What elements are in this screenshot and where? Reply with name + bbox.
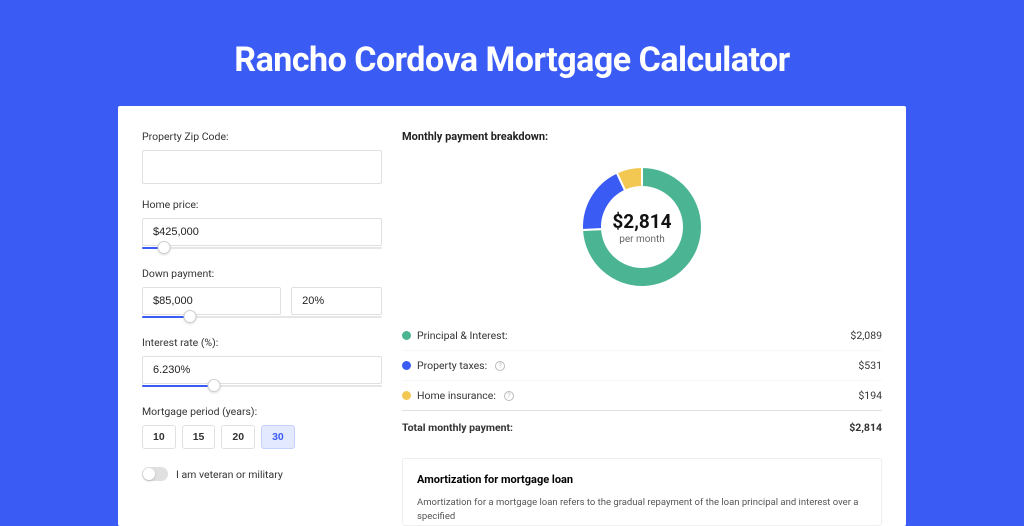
- amortization-card: Amortization for mortgage loan Amortizat…: [402, 458, 882, 526]
- slider-thumb[interactable]: [157, 241, 170, 254]
- home-price-field-group: Home price:: [142, 198, 382, 253]
- breakdown-label: Principal & Interest:: [417, 329, 508, 342]
- slider-thumb[interactable]: [208, 379, 221, 392]
- period-btn-30[interactable]: 30: [261, 425, 295, 449]
- period-field-group: Mortgage period (years): 10152030: [142, 405, 382, 449]
- veteran-row: I am veteran or military: [142, 467, 382, 481]
- interest-input[interactable]: [142, 356, 382, 384]
- period-button-group: 10152030: [142, 425, 382, 449]
- down-payment-label: Down payment:: [142, 267, 382, 280]
- calculator-card: Property Zip Code: Home price: Down paym…: [118, 106, 906, 526]
- down-payment-field-group: Down payment:: [142, 267, 382, 322]
- breakdown-row: Home insurance:? $194: [402, 380, 882, 410]
- info-icon[interactable]: ?: [504, 391, 514, 401]
- breakdown-label: Home insurance:: [417, 389, 496, 402]
- amortization-title: Amortization for mortgage loan: [417, 473, 867, 486]
- slider-thumb[interactable]: [184, 310, 197, 323]
- zip-label: Property Zip Code:: [142, 130, 382, 143]
- breakdown-value: $531: [858, 359, 882, 372]
- donut-chart: $2,814 per month: [402, 157, 882, 297]
- legend-dot: [402, 331, 411, 340]
- zip-field-group: Property Zip Code:: [142, 130, 382, 184]
- total-label: Total monthly payment:: [402, 421, 513, 434]
- interest-label: Interest rate (%):: [142, 336, 382, 349]
- legend-dot: [402, 391, 411, 400]
- period-btn-20[interactable]: 20: [221, 425, 255, 449]
- breakdown-value: $2,089: [850, 329, 882, 342]
- info-icon[interactable]: ?: [495, 361, 505, 371]
- down-payment-pct-input[interactable]: [291, 287, 382, 315]
- donut-center: $2,814 per month: [612, 210, 671, 245]
- veteran-toggle[interactable]: [142, 467, 168, 481]
- form-column: Property Zip Code: Home price: Down paym…: [142, 130, 382, 526]
- breakdown-row: Principal & Interest: $2,089: [402, 321, 882, 350]
- donut-sub: per month: [612, 234, 671, 245]
- period-btn-10[interactable]: 10: [142, 425, 176, 449]
- interest-slider[interactable]: [142, 383, 382, 391]
- breakdown-label: Property taxes:: [417, 359, 487, 372]
- donut-amount: $2,814: [612, 210, 671, 233]
- home-price-label: Home price:: [142, 198, 382, 211]
- page-title: Rancho Cordova Mortgage Calculator: [0, 0, 1024, 106]
- home-price-slider[interactable]: [142, 245, 382, 253]
- interest-field-group: Interest rate (%):: [142, 336, 382, 391]
- home-price-input[interactable]: [142, 218, 382, 246]
- zip-input[interactable]: [142, 150, 382, 184]
- down-payment-input[interactable]: [142, 287, 281, 315]
- breakdown-value: $194: [858, 389, 882, 402]
- breakdown-title: Monthly payment breakdown:: [402, 130, 882, 143]
- veteran-label: I am veteran or military: [176, 468, 283, 481]
- amortization-text: Amortization for a mortgage loan refers …: [417, 496, 867, 525]
- breakdown-column: Monthly payment breakdown: $2,814 per mo…: [402, 130, 882, 526]
- breakdown-row: Property taxes:? $531: [402, 350, 882, 380]
- legend-dot: [402, 361, 411, 370]
- period-btn-15[interactable]: 15: [182, 425, 216, 449]
- period-label: Mortgage period (years):: [142, 405, 382, 418]
- breakdown-list: Principal & Interest: $2,089 Property taxe…: [402, 321, 882, 410]
- total-value: $2,814: [849, 421, 882, 434]
- total-row: Total monthly payment: $2,814: [402, 410, 882, 442]
- down-payment-slider[interactable]: [142, 314, 382, 322]
